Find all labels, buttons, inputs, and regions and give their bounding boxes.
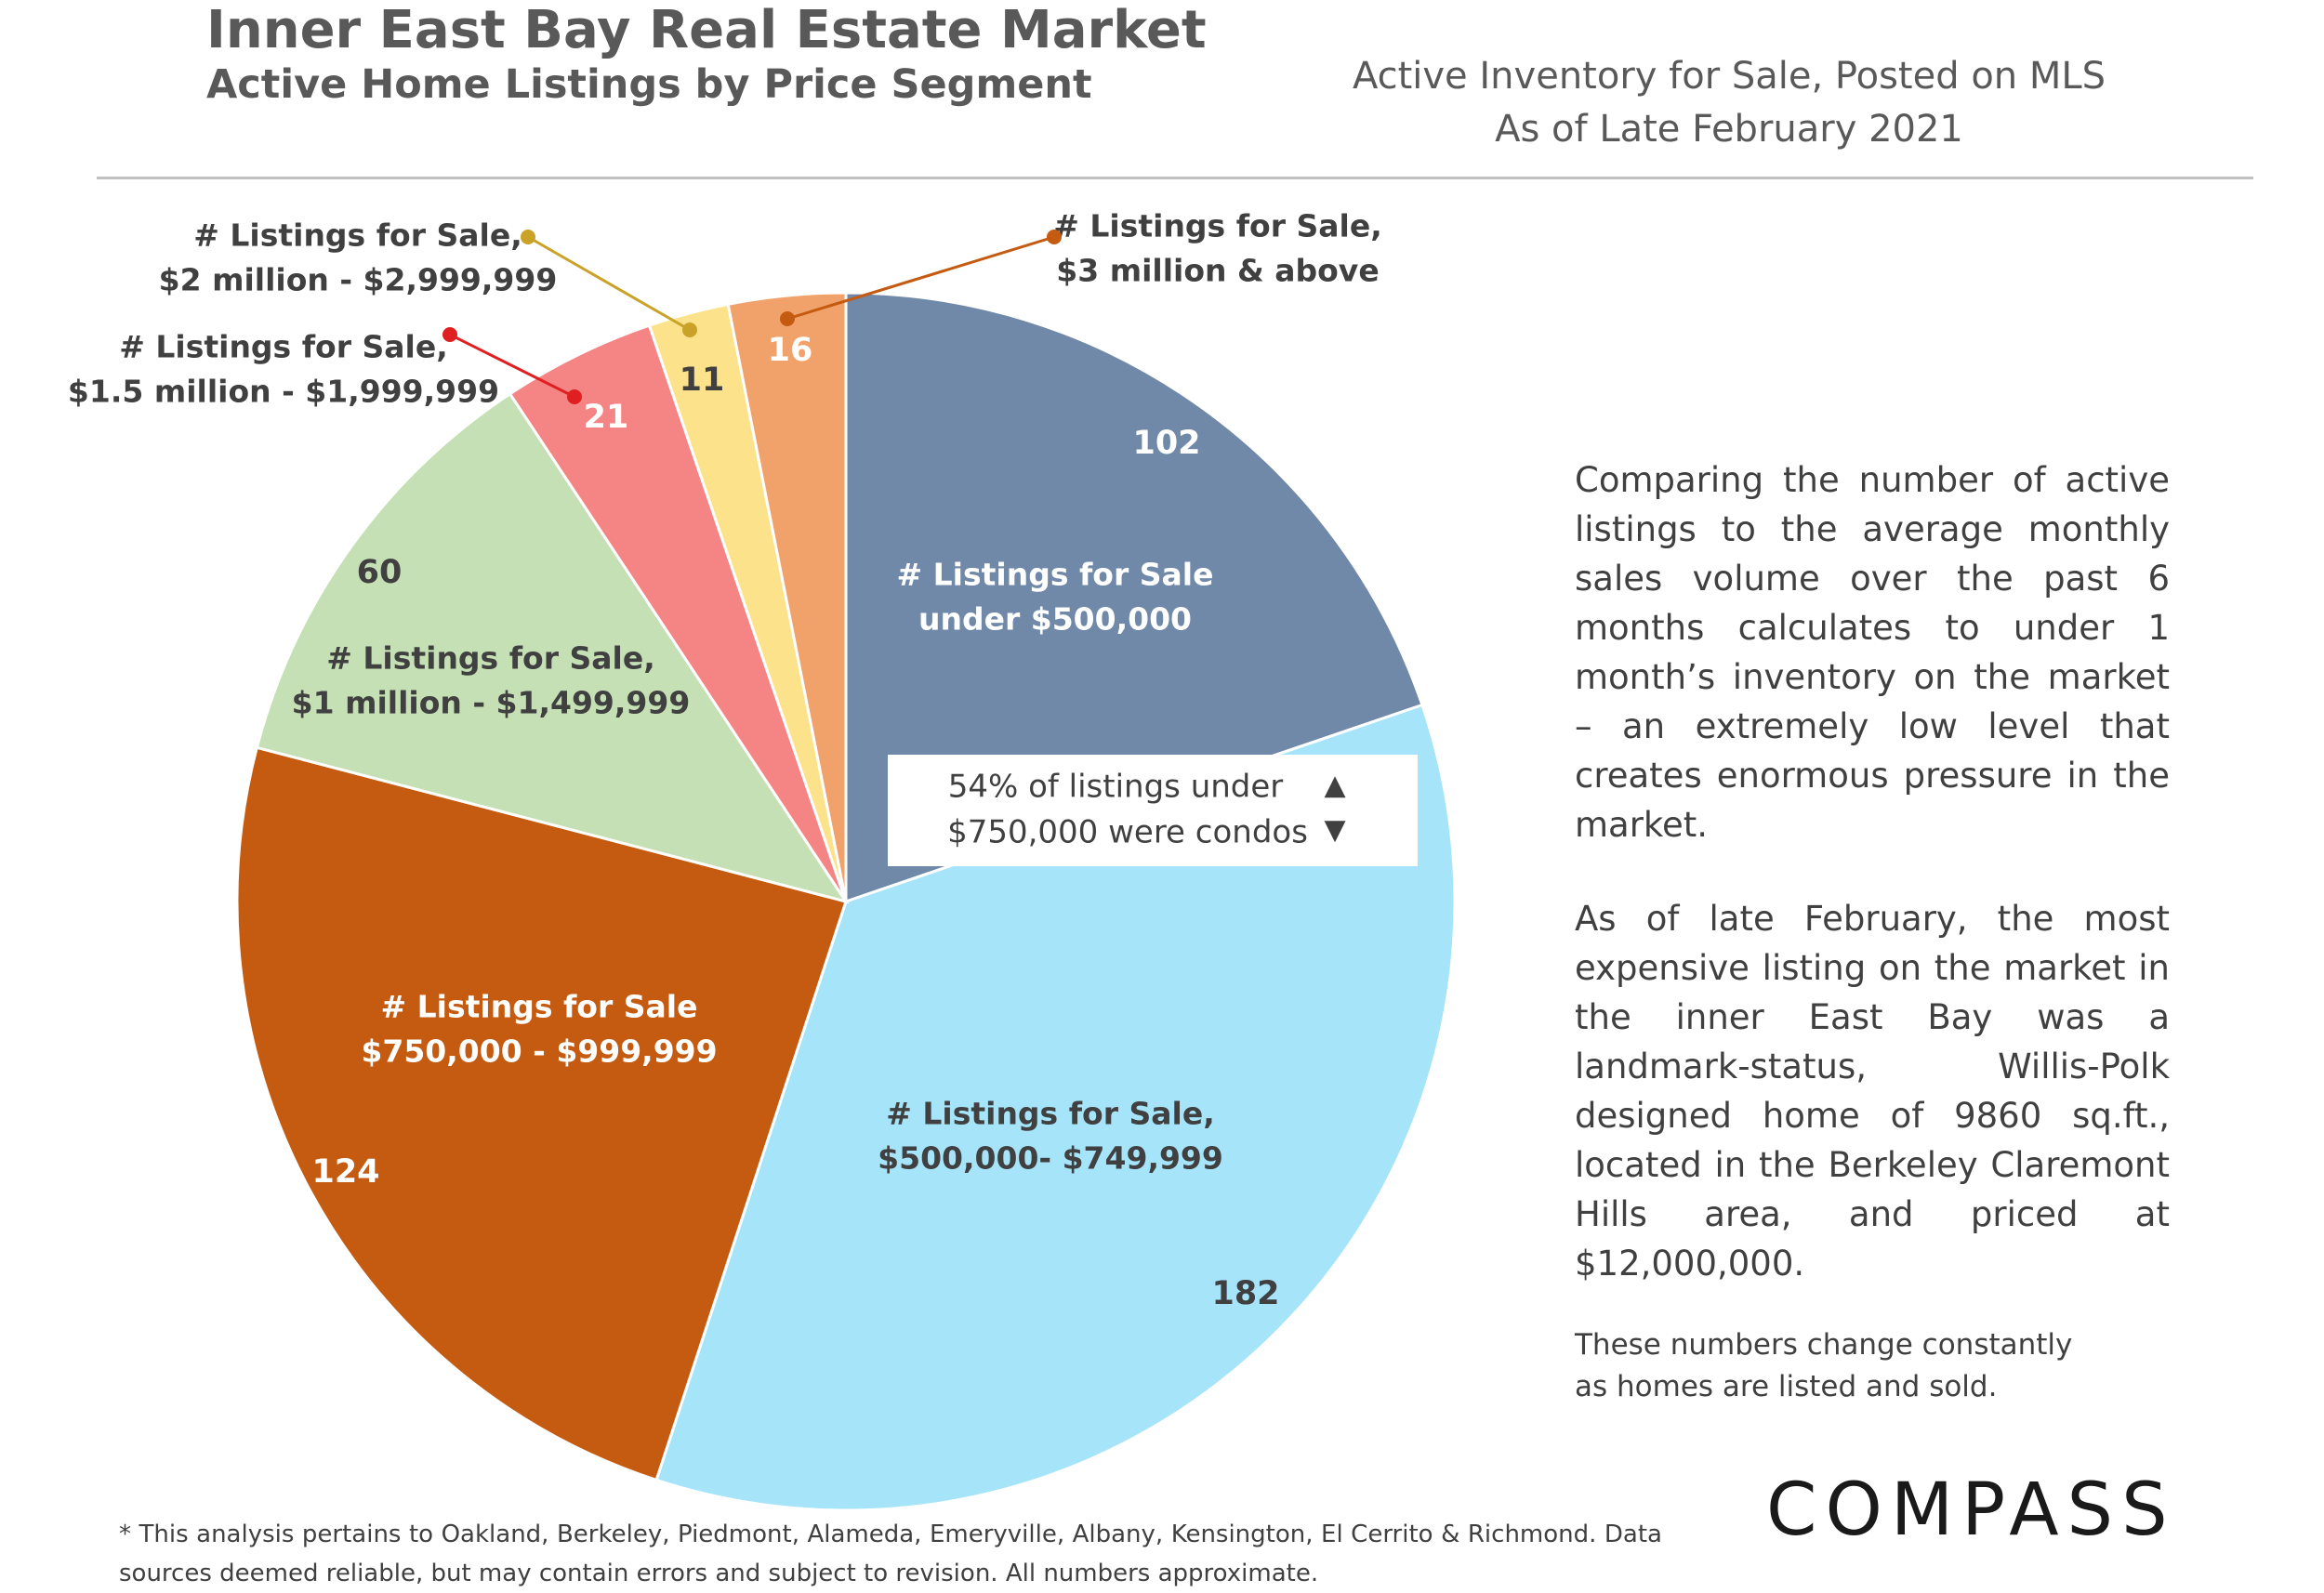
arrow-down-icon: ▼ <box>1324 814 1345 847</box>
inventory-caption-line2: As of Late February 2021 <box>1495 108 1963 151</box>
slice-value-label: 16 <box>768 332 813 369</box>
pie-slice <box>255 391 850 904</box>
leader-line <box>786 235 1055 321</box>
commentary: Comparing the number of active listings … <box>1575 455 2170 1333</box>
slice-category-label: $3 million & above <box>1056 253 1379 289</box>
leader-dot <box>780 311 795 326</box>
pie-slice <box>654 703 1457 1512</box>
disclaimer-note: These numbers change constantly as homes… <box>1575 1324 2151 1408</box>
slice-category-label: # Listings for Sale, <box>886 1096 1215 1132</box>
disclaimer-note-line2: as homes are listed and sold. <box>1575 1370 1998 1403</box>
condo-callout-line1: 54% of listings under <box>948 769 1284 806</box>
slice-category-label: $1.5 million - $1,999,999 <box>68 374 499 410</box>
slice-category-label: # Listings for Sale <box>381 989 698 1025</box>
inventory-caption-line1: Active Inventory for Sale, Posted on MLS <box>1352 55 2106 98</box>
condo-callout-line2: $750,000 were condos <box>947 814 1308 851</box>
page-title: Inner East Bay Real Estate Market <box>206 0 1207 60</box>
slice-category-label: $500,000- $749,999 <box>878 1140 1223 1177</box>
condo-callout-box <box>888 755 1418 866</box>
footnote: * This analysis pertains to Oakland, Ber… <box>119 1521 1662 1587</box>
leader-dot <box>442 327 457 342</box>
slice-category-label: $1 million - $1,499,999 <box>292 685 691 721</box>
slice-value-label: 124 <box>311 1153 379 1191</box>
pie-slice <box>235 745 848 1482</box>
pie-slice <box>726 291 848 902</box>
arrow-up-icon: ▲ <box>1324 770 1345 802</box>
slice-category-label: # Listings for Sale, <box>119 329 448 365</box>
compass-logo: COMPASS <box>1766 1468 2176 1552</box>
slice-category-label: # Listings for Sale <box>897 557 1214 593</box>
disclaimer-note-line1: These numbers change constantly <box>1575 1328 2073 1362</box>
slice-value-label: 11 <box>680 362 725 399</box>
commentary-paragraph-1: Comparing the number of active listings … <box>1575 460 2170 845</box>
leader-dot <box>682 323 697 337</box>
header-divider <box>97 177 2253 179</box>
slice-category-label: # Listings for Sale, <box>1053 208 1382 244</box>
leader-dot <box>521 230 535 244</box>
slice-category-label: $750,000 - $999,999 <box>361 1033 717 1070</box>
slice-category-label: # Listings for Sale, <box>326 640 655 677</box>
slice-value-label: 182 <box>1211 1275 1279 1312</box>
leader-line <box>527 235 691 332</box>
slice-category-label: $2 million - $2,999,999 <box>159 262 558 298</box>
slice-value-label: 21 <box>584 399 629 436</box>
leader-dot <box>1047 230 1062 244</box>
pie-slice <box>844 291 1424 904</box>
commentary-paragraph-2: As of late February, the most expensive … <box>1575 899 2170 1284</box>
leader-line <box>449 333 575 399</box>
slice-value-label: 60 <box>357 554 403 591</box>
slice-category-label: # Listings for Sale, <box>193 217 522 254</box>
page-subtitle: Active Home Listings by Price Segment <box>206 61 1092 108</box>
leader-dot <box>567 389 582 404</box>
slice-value-label: 102 <box>1132 425 1200 462</box>
inventory-caption: Active Inventory for Sale, Posted on MLS… <box>1283 50 2175 156</box>
slice-category-label: under $500,000 <box>918 601 1192 638</box>
